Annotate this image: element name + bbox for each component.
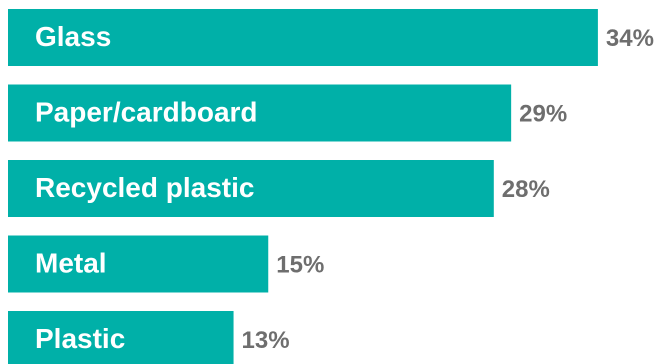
value-label: 15% (276, 251, 324, 278)
category-label: Glass (35, 21, 111, 52)
category-label: Metal (35, 247, 107, 278)
bar-metal (8, 235, 269, 293)
category-label: Recycled plastic (35, 172, 254, 203)
value-label: 34% (606, 25, 654, 52)
bar-recycled-plastic (8, 160, 494, 217)
bar-plastic (8, 311, 234, 364)
bar-paper-cardboard (8, 84, 512, 142)
value-label: 28% (502, 176, 550, 203)
category-label: Plastic (35, 323, 125, 354)
bar-glass (8, 9, 598, 66)
category-label: Paper/cardboard (35, 96, 258, 127)
value-label: 13% (242, 327, 290, 354)
value-label: 29% (519, 100, 567, 127)
